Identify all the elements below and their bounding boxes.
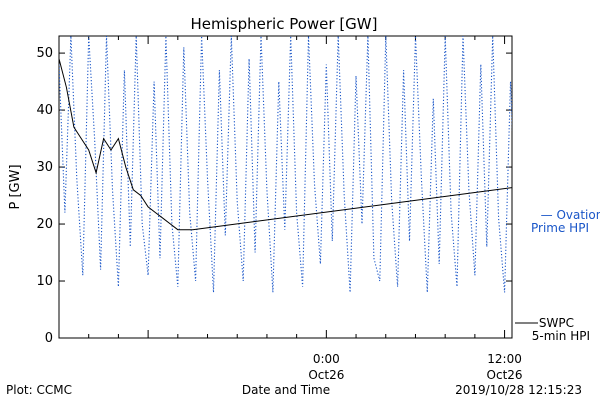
x-tick-date-label-1: Oct26 — [487, 368, 523, 382]
legend-swpc-label-line1: SWPC — [539, 316, 574, 330]
y-tick-label-10: 10 — [36, 274, 53, 289]
y-tick-label-20: 20 — [36, 217, 53, 232]
x-axis-ticks: 0:00Oct2612:00Oct260:00Oct2712:00Oct270:… — [58, 36, 523, 382]
plot-frame — [58, 35, 513, 339]
legend: — Ovation Prime HPI SWPC 5-min HPI — [515, 208, 600, 343]
y-tick-label-0: 0 — [45, 331, 53, 346]
x-tick-date-label-0: Oct26 — [308, 368, 344, 382]
y-tick-label-30: 30 — [36, 160, 53, 175]
legend-ovation-label-line2: Prime HPI — [531, 221, 589, 235]
swpc-hpi-line — [59, 58, 512, 231]
y-axis-ticks: 0 10 20 30 40 50 — [36, 46, 512, 346]
x-tick-time-label-1: 12:00 — [487, 352, 522, 366]
legend-swpc-label-line2: 5-min HPI — [532, 329, 590, 343]
ovation-prime-hpi-line — [59, 36, 512, 293]
footer-timestamp: 2019/10/28 12:15:23 — [455, 383, 582, 397]
y-tick-label-50: 50 — [36, 46, 53, 61]
y-tick-label-40: 40 — [36, 103, 53, 118]
chart-title: Hemispheric Power [GW] — [191, 15, 378, 33]
legend-ovation-label-line1: — Ovation — [541, 208, 600, 222]
x-tick-time-label-0: 0:00 — [313, 352, 340, 366]
y-axis-label: P [GW] — [8, 164, 23, 209]
x-axis-label: Date and Time — [242, 383, 330, 397]
series-layer — [59, 36, 512, 293]
footer-plot-credit: Plot: CCMC — [6, 383, 72, 397]
